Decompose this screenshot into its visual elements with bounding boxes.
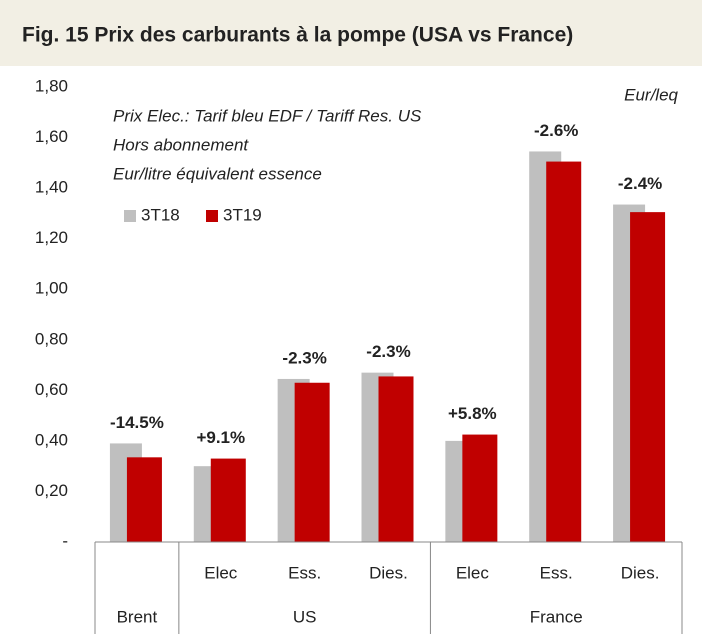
legend-swatch — [124, 210, 136, 222]
y-tick-label: 1,60 — [35, 127, 68, 146]
group-label: US — [293, 607, 317, 626]
data-label: +9.1% — [196, 428, 245, 447]
data-label: -2.3% — [282, 348, 326, 367]
bar — [462, 434, 498, 542]
y-tick-label: 1,80 — [35, 76, 68, 95]
data-label: -2.3% — [366, 342, 410, 361]
title-band — [0, 0, 702, 66]
data-label: +5.8% — [448, 404, 497, 423]
y-tick-label: - — [62, 531, 68, 550]
y-tick-label: 0,40 — [35, 430, 68, 449]
y-tick-label: 0,80 — [35, 329, 68, 348]
legend-label: 3T19 — [223, 205, 262, 224]
x-tick-label: Dies. — [369, 563, 408, 582]
legend-swatch — [206, 210, 218, 222]
bar — [210, 458, 246, 542]
y-tick-label: 0,60 — [35, 380, 68, 399]
bar — [126, 457, 162, 542]
x-tick-label: Elec — [456, 563, 490, 582]
data-label: -14.5% — [110, 413, 164, 432]
group-label: Brent — [117, 607, 158, 626]
x-tick-label: Ess. — [540, 563, 573, 582]
x-tick-label: Ess. — [288, 563, 321, 582]
group-label: France — [530, 607, 583, 626]
x-tick-label: Dies. — [621, 563, 660, 582]
x-tick-label: Elec — [204, 563, 238, 582]
y-tick-label: 1,20 — [35, 228, 68, 247]
legend-label: 3T18 — [141, 205, 180, 224]
y-tick-label: 1,00 — [35, 279, 68, 298]
annotation: Eur/litre équivalent essence — [113, 164, 322, 183]
y-tick-label: 0,20 — [35, 481, 68, 500]
bar — [546, 161, 582, 542]
bar — [630, 212, 666, 542]
data-label: -2.6% — [534, 121, 578, 140]
chart-title: Fig. 15 Prix des carburants à la pompe (… — [22, 24, 573, 47]
data-label: -2.4% — [618, 174, 662, 193]
annotation: Hors abonnement — [113, 135, 249, 154]
unit-label: Eur/leq — [624, 85, 678, 104]
bar — [294, 382, 330, 542]
y-tick-label: 1,40 — [35, 178, 68, 197]
bar — [378, 376, 414, 542]
annotation: Prix Elec.: Tarif bleu EDF / Tariff Res.… — [113, 106, 422, 125]
